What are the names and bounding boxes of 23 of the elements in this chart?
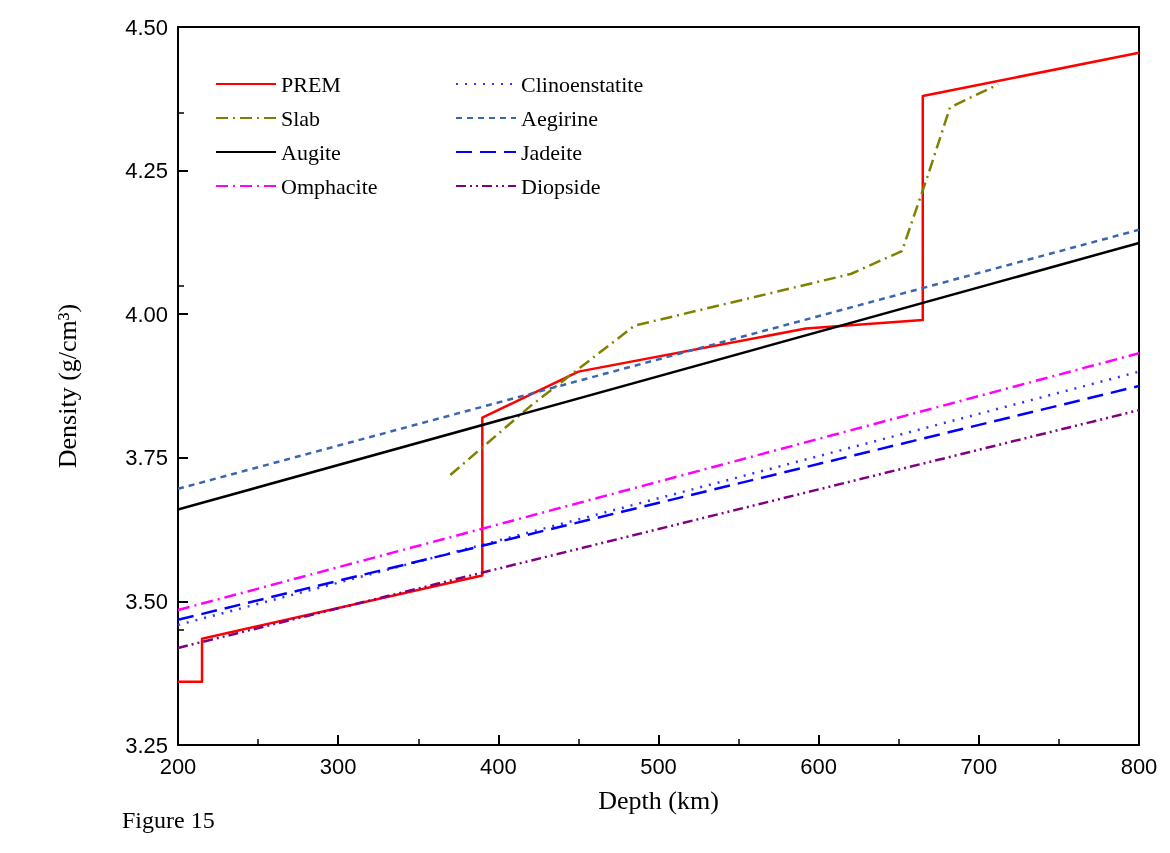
- y-tick-label: 4.00: [125, 301, 168, 327]
- legend-label: Diopside: [521, 173, 601, 199]
- x-axis-title: Depth (km): [598, 785, 719, 815]
- y-tick-label: 3.50: [125, 588, 168, 614]
- y-tick-label: 4.25: [125, 158, 168, 184]
- legend-label: Clinoenstatite: [521, 71, 644, 97]
- legend-label: Slab: [281, 105, 321, 131]
- legend-label: PREM: [281, 71, 341, 97]
- y-tick-label: 4.50: [125, 14, 168, 40]
- y-axis-title: Density (g/cm³): [52, 303, 82, 469]
- legend-label: Aegirine: [521, 105, 598, 131]
- legend-label: Augite: [281, 139, 341, 165]
- x-tick-label: 700: [960, 753, 998, 779]
- x-tick-label: 600: [800, 753, 838, 779]
- x-tick-label: 800: [1120, 753, 1158, 779]
- y-tick-label: 3.75: [125, 445, 168, 471]
- legend-label: Jadeite: [521, 139, 583, 165]
- legend-label: Omphacite: [281, 173, 378, 199]
- caption: Figure 15: [122, 807, 215, 833]
- line-series: [176, 51, 1141, 684]
- x-tick-label: 300: [319, 753, 357, 779]
- x-tick-label: 400: [479, 753, 517, 779]
- x-tick-label: 500: [640, 753, 677, 779]
